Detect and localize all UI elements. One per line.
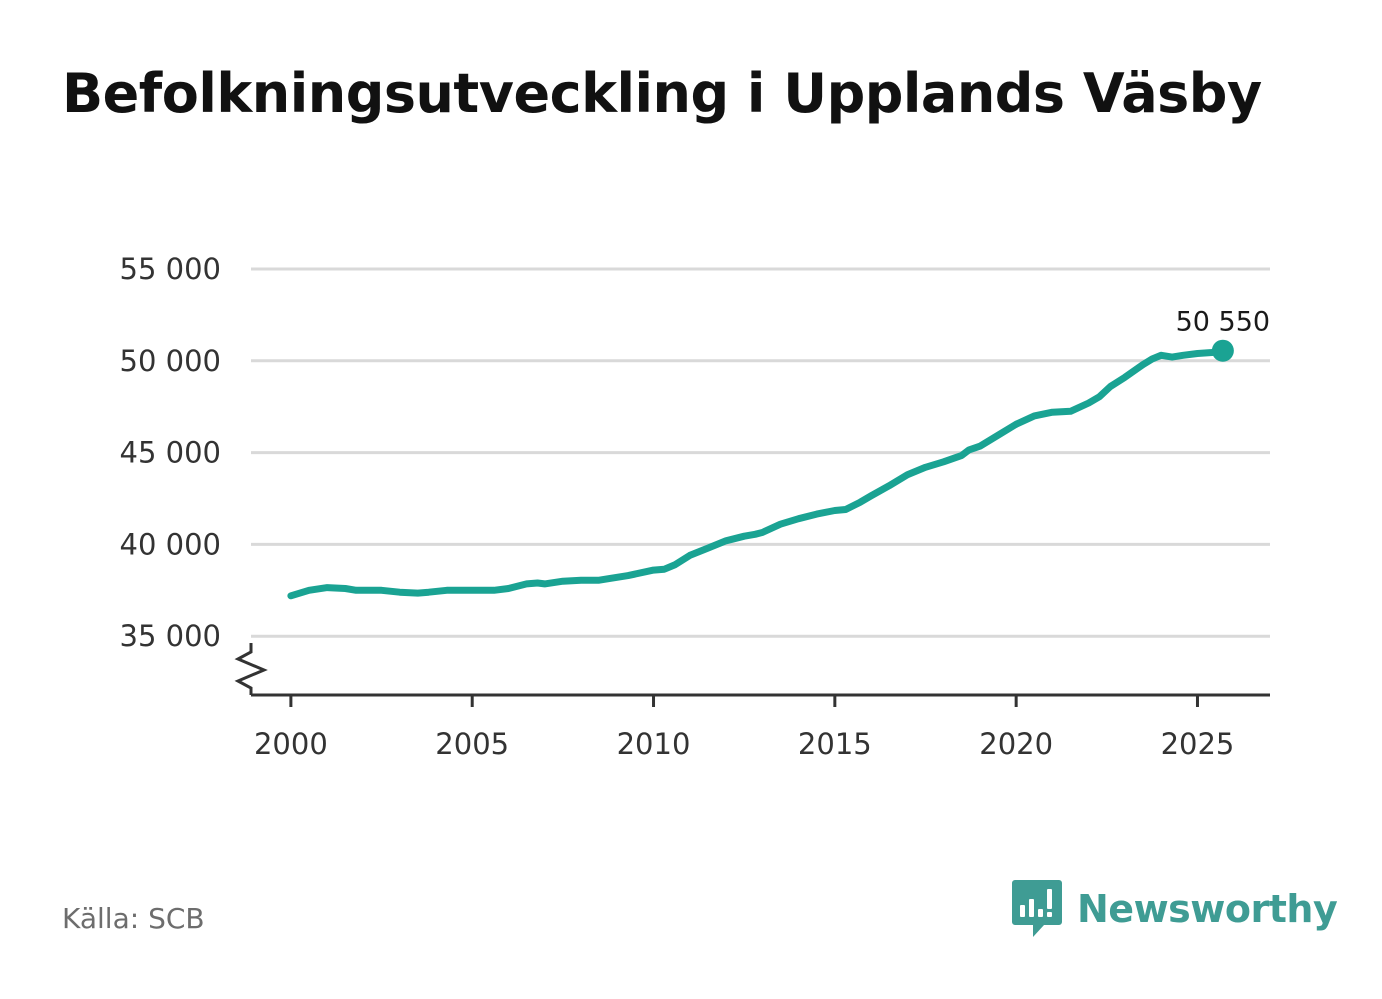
x-tick-label: 2025 <box>1161 727 1235 761</box>
source-note: Källa: SCB <box>62 902 205 935</box>
axis-break-icon <box>234 643 268 695</box>
x-tick-label: 2010 <box>617 727 691 761</box>
end-value-label: 50 550 <box>1176 307 1270 338</box>
brand-logo[interactable]: Newsworthy <box>1011 878 1338 940</box>
end-point-marker <box>1211 339 1234 362</box>
series-layer <box>287 339 1234 600</box>
series-line <box>287 347 1227 600</box>
y-tick-label: 55 000 <box>120 252 221 286</box>
x-tick-label: 2020 <box>979 727 1053 761</box>
y-axis-ticks: 35 000 40 000 45 000 50 000 55 000 <box>120 252 221 653</box>
data-labels: 50 550 <box>1176 307 1270 338</box>
y-tick-label: 50 000 <box>120 344 221 378</box>
x-axis: 2000 2005 2010 2015 2020 2025 <box>234 643 1270 761</box>
newsworthy-logo-icon <box>1012 880 1062 937</box>
y-tick-label: 40 000 <box>120 527 221 561</box>
x-tick-label: 2005 <box>435 727 509 761</box>
gridlines <box>251 267 1270 638</box>
chart-title: Befolkningsutveckling i Upplands Väsby <box>62 62 1262 125</box>
y-tick-label: 35 000 <box>120 619 221 653</box>
y-tick-label: 45 000 <box>120 436 221 470</box>
x-tick-label: 2015 <box>798 727 872 761</box>
x-tick-label: 2000 <box>254 727 328 761</box>
brand-name: Newsworthy <box>1077 887 1338 931</box>
